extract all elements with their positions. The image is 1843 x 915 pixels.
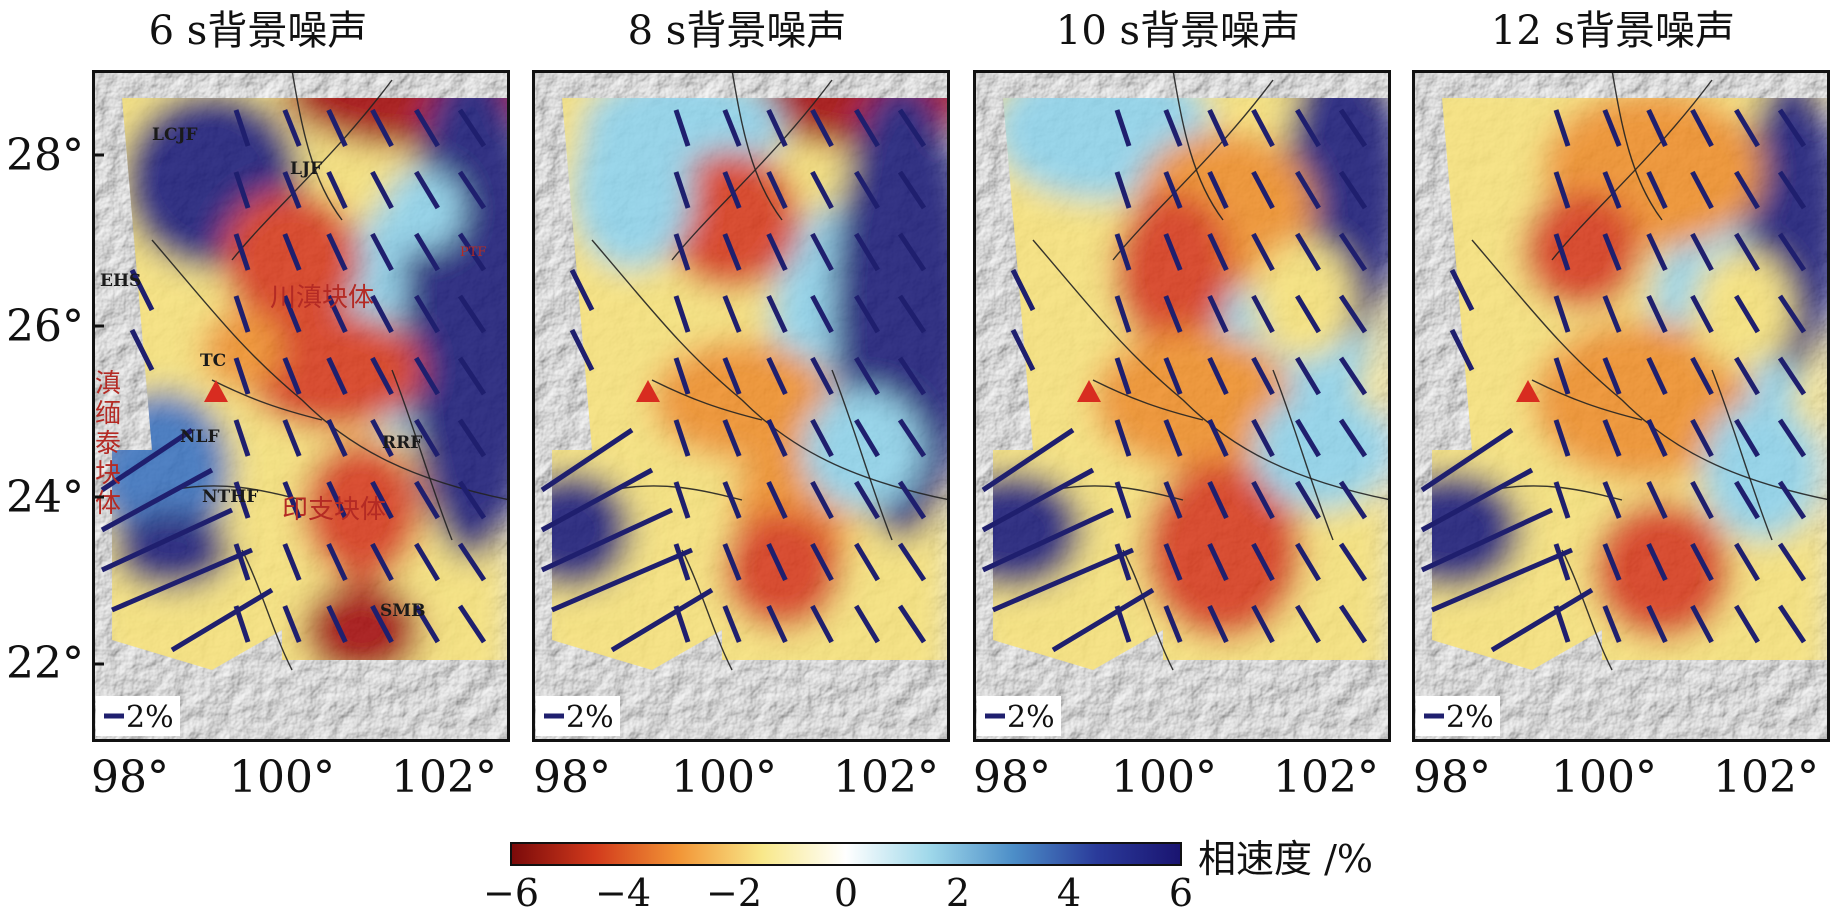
fault-lines xyxy=(151,70,510,671)
block-label-char: 体 xyxy=(95,489,121,519)
colorbar-tick: −6 xyxy=(483,871,539,915)
panel-title: 10 s背景噪声 xyxy=(1056,8,1300,54)
panel-title: 8 s背景噪声 xyxy=(628,8,847,54)
scale-legend: 2% xyxy=(536,696,620,736)
volcano-marker xyxy=(1516,380,1540,402)
block-label: 川滇块体 xyxy=(270,283,374,313)
lon-tick-label: 100° xyxy=(229,752,335,803)
fault-label: NLF xyxy=(180,427,220,447)
lon-tick-label: 100° xyxy=(1551,752,1657,803)
fault-label: NTHF xyxy=(202,487,258,507)
fault-label: LJF xyxy=(290,159,322,179)
anisotropy-bars xyxy=(1420,108,1807,653)
lat-tick-label: 24° xyxy=(6,472,84,523)
lon-axis: 98° 100° 102° 98° 100° 102° 98° 100° 102… xyxy=(91,752,1819,803)
volcano-marker xyxy=(636,380,660,402)
anisotropy-bars xyxy=(100,108,487,653)
scale-legend: 2% xyxy=(977,696,1061,736)
map-annotations: LCJF LJF PTF EHS TC NLF RRF NTHF SMB 川滇块… xyxy=(95,125,486,621)
fault-label: RRF xyxy=(382,433,422,453)
lat-tick-label: 26° xyxy=(6,301,84,352)
lon-tick-label: 102° xyxy=(833,752,939,803)
fault-label: TC xyxy=(200,351,226,371)
anisotropy-bars xyxy=(981,108,1368,653)
colorbar: −6 −4 −2 0 2 4 6 相速度 /% xyxy=(483,837,1373,915)
colorbar-tick: 4 xyxy=(1057,871,1081,915)
lat-tick-label: 22° xyxy=(6,638,84,689)
panel-title: 12 s背景噪声 xyxy=(1491,8,1735,54)
colorbar-title: 相速度 /% xyxy=(1198,837,1373,881)
lat-axis: 28° 26° 24° 22° xyxy=(6,130,104,689)
colorbar-tick: 2 xyxy=(946,871,970,915)
scale-label: 2% xyxy=(1007,700,1055,735)
block-label: 印支块体 xyxy=(282,495,386,525)
block-label-char: 块 xyxy=(95,459,121,489)
lon-tick-label: 98° xyxy=(533,752,611,803)
lon-tick-label: 100° xyxy=(1111,752,1217,803)
panel-12s: 12 s背景噪声 2% xyxy=(1412,8,1830,742)
fault-lines xyxy=(591,70,950,671)
map-frame: 2% xyxy=(973,70,1391,742)
colorbar-ramp xyxy=(510,842,1182,866)
lon-tick-label: 98° xyxy=(91,752,169,803)
panel-8s: 8 s背景噪声 2% xyxy=(532,8,950,742)
colorbar-tick: 0 xyxy=(834,871,858,915)
scale-label: 2% xyxy=(566,700,614,735)
lon-tick-label: 102° xyxy=(1273,752,1379,803)
block-label-char: 滇 xyxy=(95,369,121,399)
lat-tick-label: 28° xyxy=(6,130,84,181)
lon-tick-label: 100° xyxy=(671,752,777,803)
panel-6s: 6 s背景噪声 LCJF LJF PTF EHS TC NLF RRF NTHF… xyxy=(92,8,510,742)
fault-label: EHS xyxy=(100,271,141,291)
lon-tick-label: 102° xyxy=(1713,752,1819,803)
lon-tick-label: 102° xyxy=(391,752,497,803)
block-label-char: 缅 xyxy=(95,399,121,429)
scale-label: 2% xyxy=(1446,700,1494,735)
colorbar-tick: 6 xyxy=(1169,871,1193,915)
scale-legend: 2% xyxy=(1416,696,1500,736)
colorbar-tick: −4 xyxy=(595,871,651,915)
map-frame: LCJF LJF PTF EHS TC NLF RRF NTHF SMB 川滇块… xyxy=(92,70,510,742)
panel-10s: 10 s背景噪声 2% xyxy=(973,8,1391,742)
velocity-field xyxy=(552,98,950,670)
colorbar-ticks: −6 −4 −2 0 2 4 6 xyxy=(483,871,1193,915)
lon-tick-label: 98° xyxy=(973,752,1051,803)
panel-title: 6 s背景噪声 xyxy=(149,8,368,54)
fault-label: SMB xyxy=(380,601,425,621)
volcano-marker xyxy=(204,380,228,402)
map-frame: 2% xyxy=(532,70,950,742)
block-label-char: 泰 xyxy=(95,429,121,459)
scale-label: 2% xyxy=(126,700,174,735)
colorbar-tick: −2 xyxy=(706,871,762,915)
volcano-marker xyxy=(1077,380,1101,402)
fault-label: PTF xyxy=(460,245,486,260)
velocity-field xyxy=(1432,98,1830,670)
lon-tick-label: 98° xyxy=(1413,752,1491,803)
scale-legend: 2% xyxy=(96,696,180,736)
map-frame: 2% xyxy=(1412,70,1830,742)
anisotropy-bars xyxy=(540,108,927,653)
fault-label: LCJF xyxy=(152,125,198,145)
